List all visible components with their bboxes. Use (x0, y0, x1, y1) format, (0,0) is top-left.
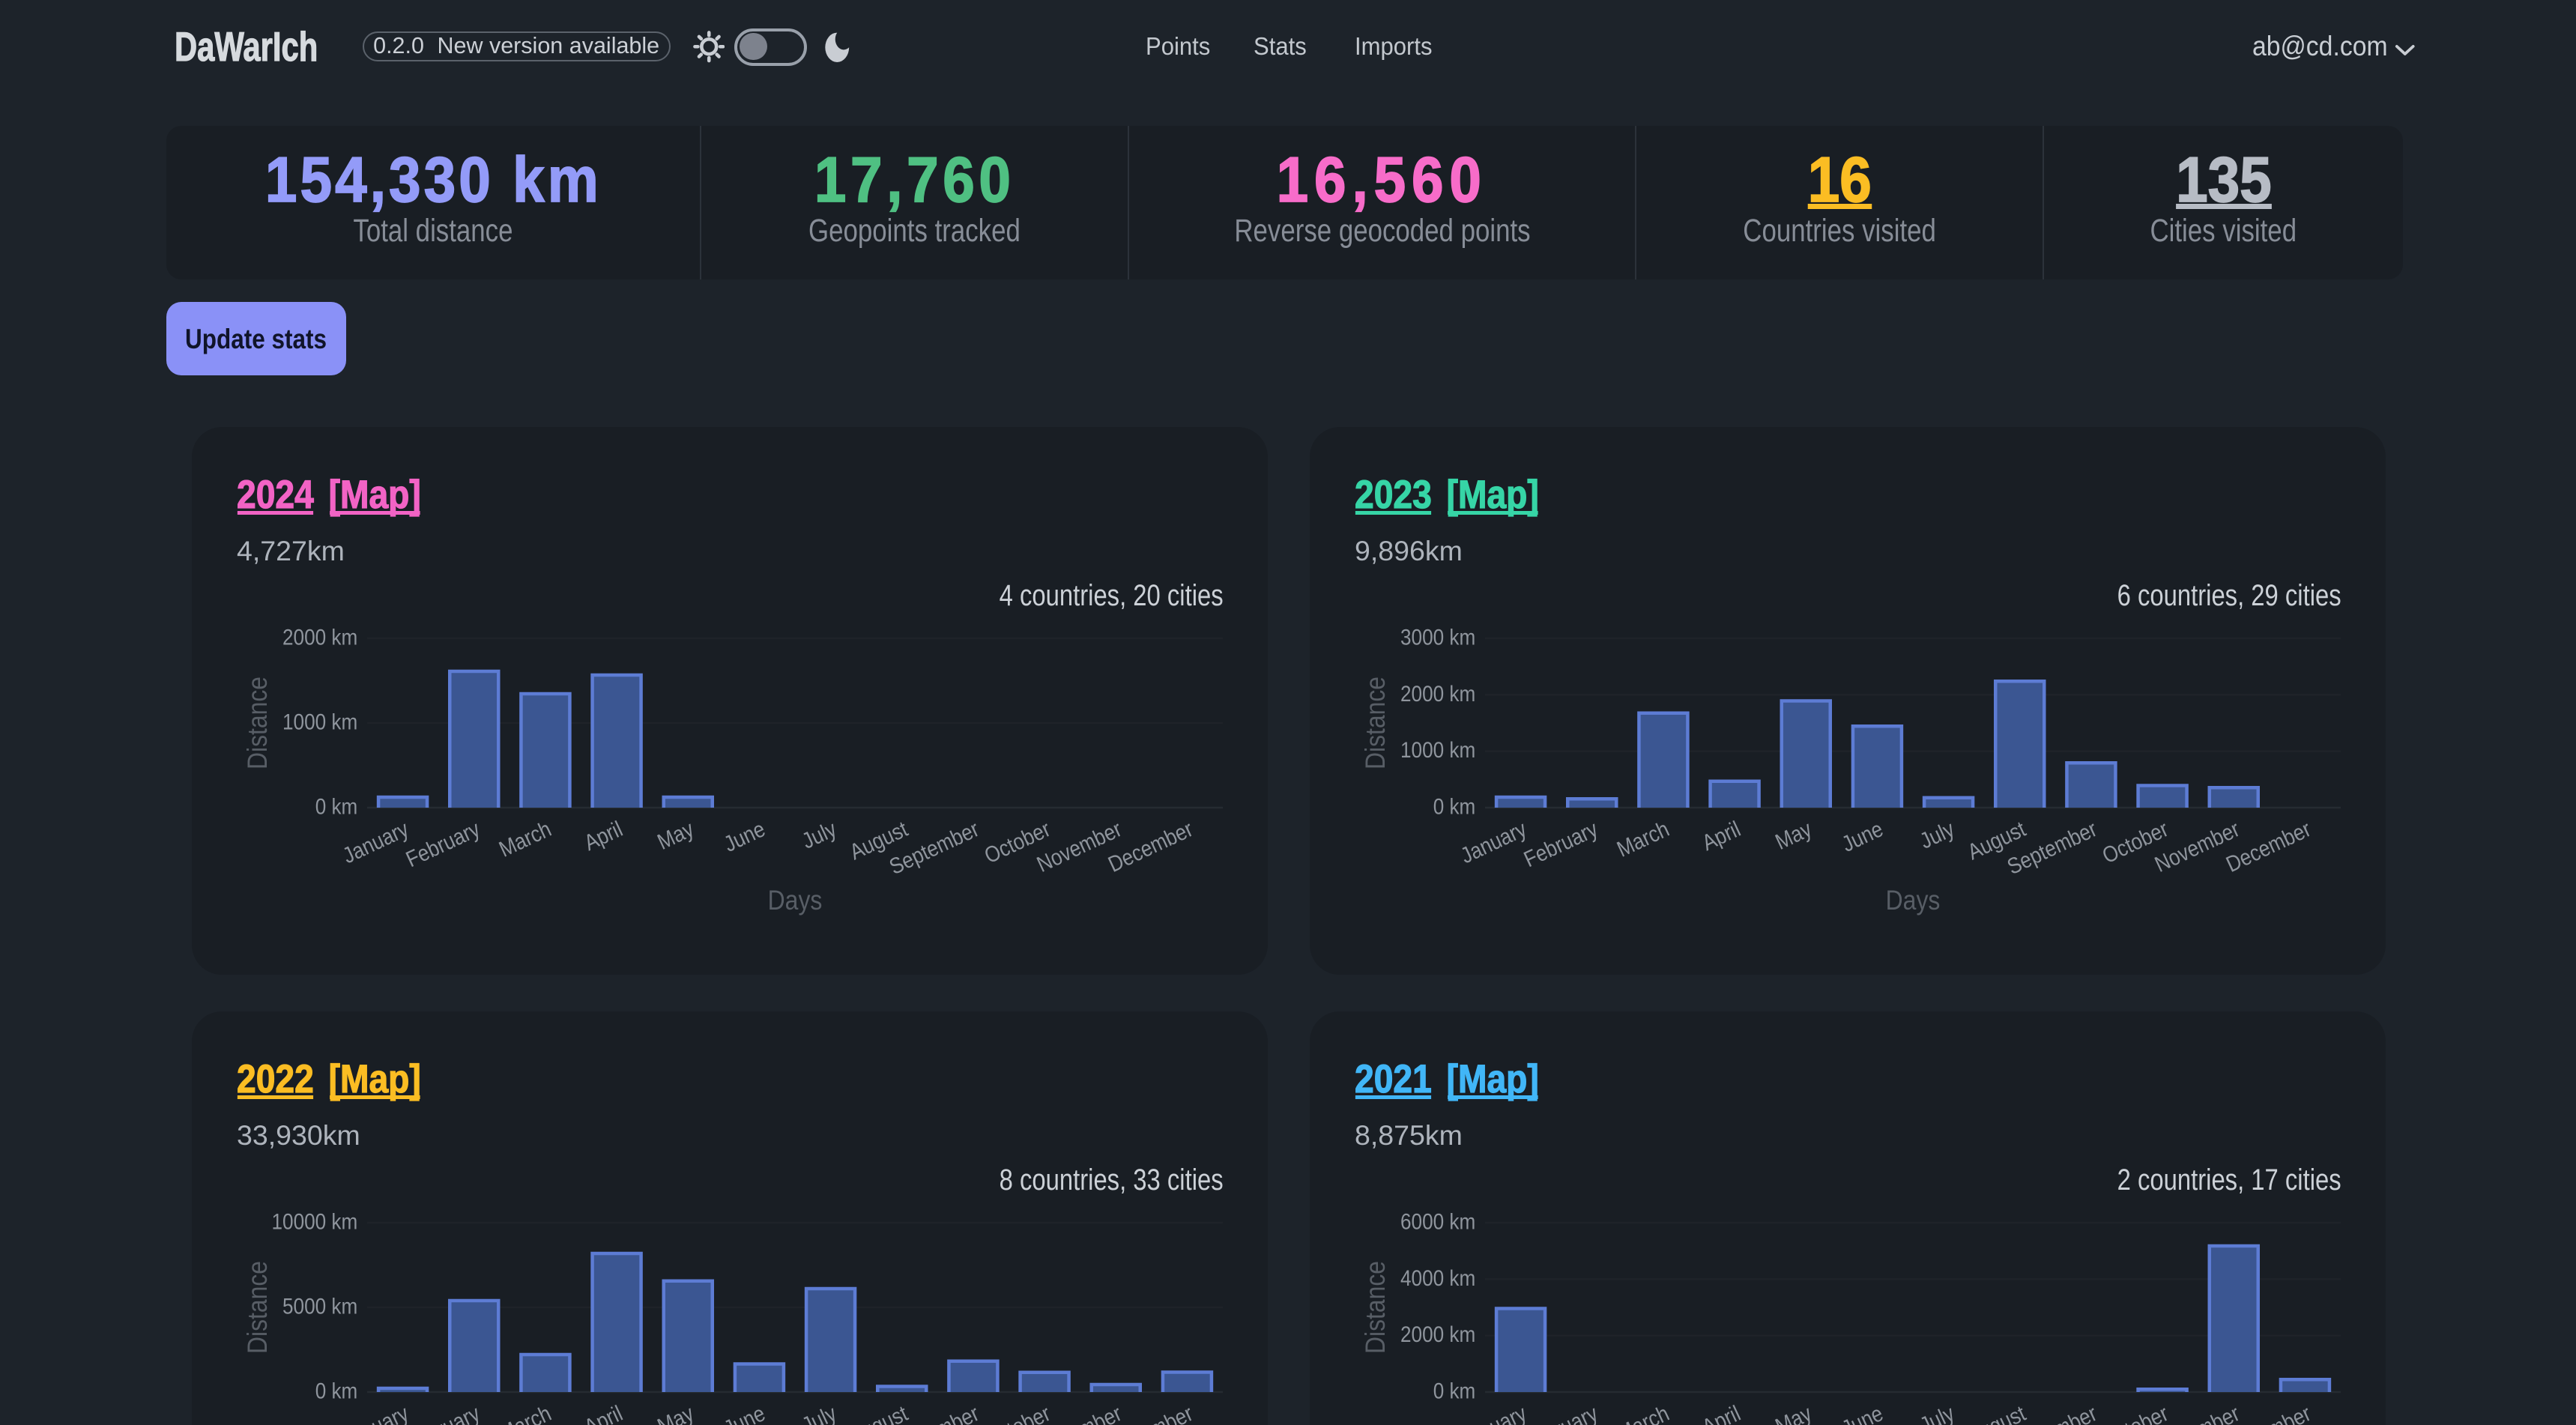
svg-text:March: March (1613, 1401, 1673, 1425)
svg-text:March: March (495, 1401, 555, 1425)
svg-text:August: August (846, 1401, 912, 1425)
svg-text:January: January (1457, 817, 1531, 868)
svg-text:1000 km: 1000 km (1400, 738, 1475, 763)
svg-text:March: March (495, 817, 555, 862)
svg-text:0 km: 0 km (315, 1379, 358, 1404)
svg-text:Distance: Distance (1359, 1261, 1391, 1354)
svg-text:Distance: Distance (1359, 677, 1391, 769)
svg-text:January: January (1457, 1401, 1531, 1425)
svg-text:October: October (981, 1401, 1054, 1425)
svg-text:Distance: Distance (241, 1261, 273, 1354)
svg-text:5000 km: 5000 km (282, 1295, 357, 1319)
svg-text:0 km: 0 km (315, 795, 358, 820)
svg-text:2000 km: 2000 km (1400, 682, 1475, 707)
svg-text:January: January (339, 1401, 413, 1425)
svg-text:October: October (2099, 1401, 2172, 1425)
svg-text:April: April (1699, 1401, 1744, 1425)
svg-text:August: August (1964, 1401, 2030, 1425)
svg-text:April: April (1699, 817, 1744, 856)
svg-text:Distance: Distance (241, 677, 273, 769)
svg-text:February: February (1520, 817, 1602, 872)
svg-text:March: March (1613, 817, 1673, 862)
svg-text:February: February (402, 1401, 484, 1425)
svg-text:May: May (1772, 817, 1816, 855)
svg-text:Days: Days (768, 884, 823, 916)
svg-text:June: June (1838, 1401, 1887, 1425)
svg-text:February: February (402, 817, 484, 872)
svg-text:July: July (798, 817, 840, 854)
svg-text:July: July (798, 1401, 840, 1425)
svg-text:May: May (654, 817, 698, 855)
svg-text:April: April (581, 817, 626, 856)
svg-text:2000 km: 2000 km (282, 626, 357, 650)
svg-text:July: July (1916, 1401, 1958, 1425)
svg-text:1000 km: 1000 km (282, 710, 357, 735)
svg-text:3000 km: 3000 km (1400, 626, 1475, 650)
svg-text:May: May (654, 1401, 698, 1425)
svg-text:June: June (720, 1401, 769, 1425)
svg-text:April: April (581, 1401, 626, 1425)
svg-text:Days: Days (1886, 884, 1941, 916)
svg-text:February: February (1520, 1401, 1602, 1425)
svg-text:0 km: 0 km (1433, 795, 1476, 820)
svg-text:May: May (1772, 1401, 1816, 1425)
svg-text:0 km: 0 km (1433, 1379, 1476, 1404)
svg-text:6000 km: 6000 km (1400, 1210, 1475, 1235)
svg-text:July: July (1916, 817, 1958, 854)
svg-text:June: June (1838, 817, 1887, 857)
svg-text:January: January (339, 817, 413, 868)
svg-text:10000 km: 10000 km (272, 1210, 358, 1235)
svg-text:4000 km: 4000 km (1400, 1266, 1475, 1291)
svg-text:2000 km: 2000 km (1400, 1322, 1475, 1347)
svg-text:June: June (720, 817, 769, 857)
